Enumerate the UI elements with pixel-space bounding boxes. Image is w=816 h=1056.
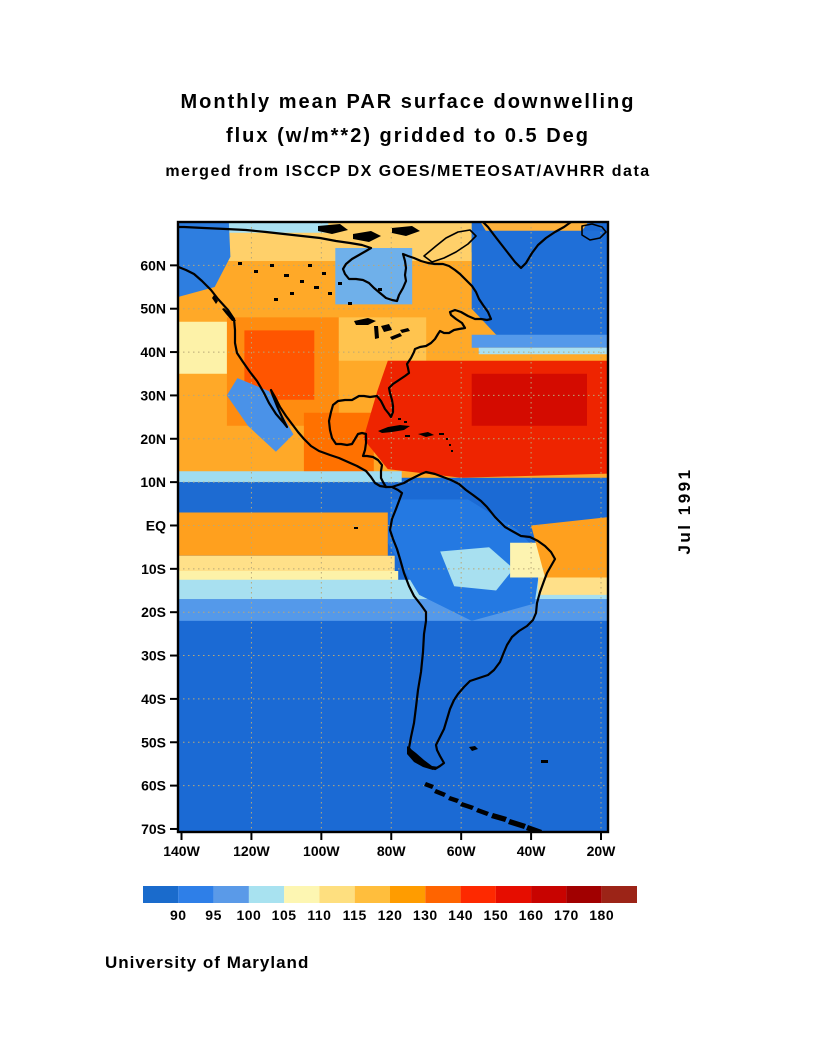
region-south-pacific-cream (178, 571, 399, 582)
colorbar-segment (178, 886, 214, 903)
lon-tick-label: 120W (233, 843, 270, 859)
region-east-brazil-cyan (440, 547, 514, 591)
lon-tick-label: 80W (377, 843, 407, 859)
lat-tick-label: 10N (140, 474, 166, 490)
colorbar-segment (531, 886, 567, 903)
region-south-atlantic-orange (531, 517, 608, 578)
region-hudson-bay-blue (335, 248, 413, 305)
region-south-light-blue-band (178, 599, 608, 621)
lon-tick-label: 100W (303, 843, 340, 859)
colorbar-tick-label: 170 (554, 907, 579, 923)
lat-tick-label: 20N (140, 431, 166, 447)
region-east-us-amber (338, 317, 427, 361)
colorbar-tick-label: 130 (413, 907, 438, 923)
axis-ticks (170, 264, 603, 840)
colorbar-tick-label: 115 (343, 907, 367, 923)
colorbar-segment (601, 886, 637, 903)
region-gulf-of-alaska-blue (178, 222, 231, 297)
colorbar-segments (143, 886, 637, 903)
region-pacific-nw-cream (178, 321, 231, 374)
colorbar-segment (248, 886, 285, 903)
lat-tick-label: 40S (141, 691, 166, 707)
lat-tick-label: 30N (140, 387, 166, 403)
colorbar-segment (566, 886, 602, 903)
lon-tick-label: 20W (587, 843, 617, 859)
colorbar: 90 95 100 105 110 115 120 130 140 150 160 170 180 (143, 886, 637, 923)
lat-tick-label: 70S (141, 821, 166, 837)
colorbar-segment (284, 886, 320, 903)
colorbar-segment (425, 886, 461, 903)
region-baja-marine-blue (226, 378, 294, 452)
region-itcz-cyan-fringe (178, 471, 402, 483)
figure-title-line2: flux (w/m**2) gridded to 0.5 Deg (226, 125, 590, 147)
credit-text: University of Maryland (105, 953, 309, 972)
colorbar-tick-label: 160 (519, 907, 544, 923)
lon-tick-label: 40W (517, 843, 547, 859)
coastlines (178, 222, 607, 832)
region-south-pacific-orange (178, 512, 388, 556)
colorbar-tick-label: 90 (170, 907, 187, 923)
colorbar-segment (213, 886, 249, 903)
colorbar-segment (390, 886, 426, 903)
colorbar-labels: 90 95 100 105 110 115 120 130 140 150 160 170 180 (170, 907, 614, 923)
colorbar-segment (460, 886, 496, 903)
axis-labels: 60N 50N 40N 30N 20N 10N EQ 10S 20S 30S 40S 50S 60S 70… (140, 257, 616, 859)
colorbar-segment (143, 886, 179, 903)
colorbar-tick-label: 95 (205, 907, 222, 923)
lat-tick-label: 10S (141, 561, 166, 577)
colorbar-tick-label: 150 (483, 907, 508, 923)
lat-tick-label: 40N (140, 344, 166, 360)
date-label: Jul 1991 (675, 467, 694, 554)
lat-tick-label: 60N (140, 257, 166, 273)
map-frame (176, 220, 610, 834)
region-west-us-red (244, 330, 315, 400)
region-natl-fringe-light-blue (471, 334, 608, 348)
region-south-atlantic-yellow (538, 577, 608, 595)
region-south-pacific-yellow (178, 555, 395, 571)
region-natl-fringe-cyan (478, 347, 608, 355)
colorbar-tick-label: 105 (272, 907, 297, 923)
colorbar-segment (495, 886, 532, 903)
lat-tick-label: 50N (140, 301, 166, 317)
colorbar-segment (319, 886, 355, 903)
colorbar-tick-label: 120 (378, 907, 403, 923)
colorbar-tick-label: 100 (236, 907, 261, 923)
map-panel: 60N 50N 40N 30N 20N 10N EQ 10S 20S 30S 40S 50S 60S 70… (140, 220, 616, 859)
lon-tick-label: 60W (447, 843, 477, 859)
lat-tick-label: 60S (141, 778, 166, 794)
colorbar-segment (354, 886, 390, 903)
lat-tick-label: EQ (146, 517, 166, 533)
colorbar-tick-label: 180 (589, 907, 614, 923)
region-itcz-cloud-band-blue (178, 482, 406, 513)
region-north-atlantic-blue (471, 230, 608, 344)
figure-title-line1: Monthly mean PAR surface downwelling (180, 91, 635, 113)
lon-tick-label: 140W (163, 843, 200, 859)
colorbar-tick-label: 110 (307, 907, 331, 923)
lat-tick-label: 50S (141, 734, 166, 750)
lat-tick-label: 30S (141, 648, 166, 664)
colorbar-tick-label: 140 (448, 907, 473, 923)
region-atlantic-red-core (471, 373, 587, 426)
figure-title-line3: merged from ISCCP DX GOES/METEOSAT/AVHRR… (165, 163, 650, 180)
lat-tick-label: 20S (141, 604, 166, 620)
lake-specks (238, 262, 382, 305)
